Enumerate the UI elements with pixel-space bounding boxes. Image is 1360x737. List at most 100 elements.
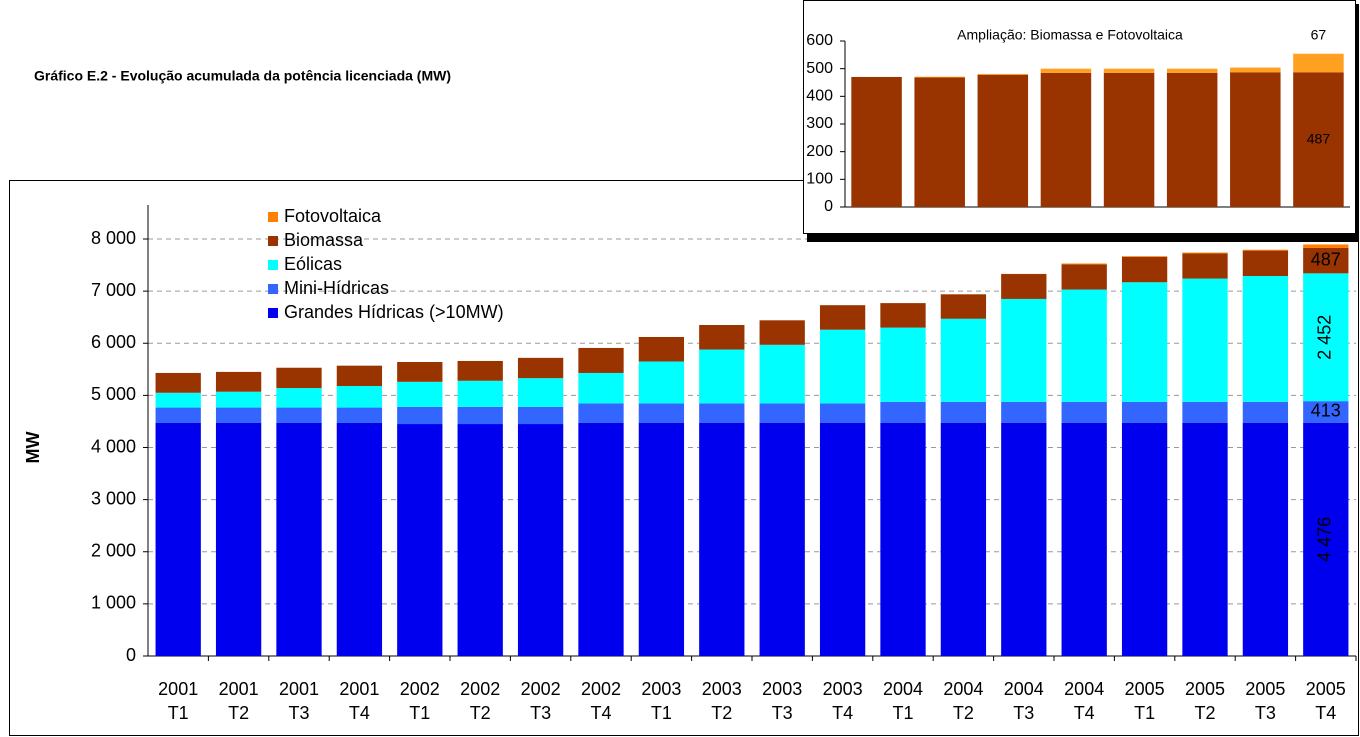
bar-segment [819, 403, 866, 423]
x-tick-label: 2004 T3 [1004, 679, 1044, 723]
chart-title: Gráfico E.2 - Evolução acumulada da potê… [34, 68, 451, 84]
bar-segment [1303, 247, 1349, 274]
bar-segment [1121, 422, 1168, 656]
legend-label: Biomassa [284, 230, 364, 250]
bar-segment [336, 365, 383, 386]
bar-segment [336, 407, 383, 423]
inset-chart: Ampliação: Biomassa e Fotovoltaica 0 100 20… [806, 27, 1350, 215]
bar-segment [1182, 401, 1228, 423]
inset-title: Ampliação: Biomassa e Fotovoltaica [957, 27, 1183, 43]
bar-segment [1001, 422, 1047, 656]
bar-segment [1061, 263, 1107, 265]
bar-segment [1242, 249, 1289, 251]
bar-segment [336, 385, 383, 408]
bar-segment [1182, 253, 1228, 279]
x-tick-label: 2001 T2 [219, 679, 259, 723]
bar-segment [1061, 401, 1107, 423]
x-tick-label: 2003 T3 [762, 679, 802, 723]
bar-segment [1061, 422, 1107, 656]
bar-segment [517, 424, 564, 656]
bar-segment [1121, 256, 1168, 283]
y-tick-label: 5 000 [91, 384, 136, 404]
legend-swatch [268, 212, 278, 222]
bar-segment [1121, 282, 1168, 402]
y-tick-label: 2 000 [91, 541, 136, 561]
bar-segment [699, 422, 745, 656]
bar-segment [397, 381, 443, 407]
bar-segment [215, 371, 262, 392]
bar-segment [578, 372, 624, 404]
bar-segment [699, 349, 745, 404]
bar-segment [1166, 68, 1218, 73]
bar-segment [1001, 298, 1047, 402]
value-label: 2 452 [1315, 315, 1335, 360]
bar-segment [880, 327, 926, 402]
bar-segment [1230, 72, 1281, 207]
bar-segment [940, 422, 987, 656]
bar-segment [1293, 72, 1344, 207]
x-tick-label: 2005 T1 [1125, 679, 1165, 723]
bar-segment [1001, 274, 1047, 299]
bar-segment [851, 76, 902, 207]
bar-segment [759, 403, 805, 423]
bar-segment [1293, 53, 1344, 73]
bar-segment [759, 344, 805, 404]
y-tick-label: 3 000 [91, 488, 136, 508]
y-tick-label: 200 [806, 143, 833, 160]
bar-segment [638, 403, 685, 423]
value-label: 67 [1311, 27, 1327, 43]
bar-segment [759, 320, 805, 345]
bar-segment [1121, 256, 1168, 257]
x-tick-label: 2001 T3 [279, 679, 319, 723]
bar-segment [977, 74, 1029, 208]
bar-segment [914, 77, 965, 208]
bar-segment [457, 424, 503, 656]
bar-segment [397, 424, 443, 656]
bar-segment [914, 76, 965, 78]
bar-segment [880, 303, 926, 328]
bar-segment [155, 422, 201, 656]
bar-segment [1303, 401, 1349, 423]
x-tick-label: 2001 T1 [158, 679, 198, 723]
bar-segment [819, 329, 866, 404]
y-tick-label: 6 000 [91, 332, 136, 352]
main-chart: 0 1 000 2 000 3 000 4 000 5 000 6 000 7 000 8 00… [23, 205, 1357, 723]
y-axis-label: MW [23, 431, 43, 463]
legend-swatch [268, 260, 278, 270]
bar-segment [699, 403, 745, 423]
bar-segment [1242, 250, 1289, 277]
bar-segment [940, 401, 987, 423]
bar-segment [457, 360, 503, 381]
legend-label: Mini-Hídricas [284, 278, 389, 298]
bar-segment [1182, 422, 1228, 656]
x-tick-label: 2005 T4 [1306, 679, 1346, 723]
bar-segment [1061, 264, 1107, 290]
x-tick-label: 2003 T1 [641, 679, 681, 723]
bar-segment [819, 422, 866, 656]
bar-segment [880, 422, 926, 656]
bar-segment [1303, 273, 1349, 402]
x-tick-label: 2004 T1 [883, 679, 923, 723]
y-tick-label: 0 [824, 198, 833, 215]
value-label: 4 476 [1315, 517, 1335, 562]
bar-segment [880, 401, 926, 423]
y-tick-label: 1 000 [91, 593, 136, 613]
bar-segment [1040, 68, 1092, 73]
bar-segment [1166, 72, 1218, 207]
y-tick-label: 500 [806, 60, 833, 77]
bar-segment [819, 305, 866, 330]
bar-segment [1040, 72, 1092, 207]
bar-segment [1303, 244, 1349, 248]
bar-segment [215, 407, 262, 423]
bar-segment [397, 406, 443, 425]
x-tick-label: 2001 T4 [339, 679, 379, 723]
bar-segment [1103, 72, 1155, 207]
bar-segment [517, 378, 564, 407]
x-tick-label: 2002 T2 [460, 679, 500, 723]
bar-segment [1182, 252, 1228, 254]
value-label: 487 [1307, 130, 1331, 146]
bar-segment [940, 318, 987, 402]
legend-label: Eólicas [284, 254, 342, 274]
x-tick-label: 2003 T2 [702, 679, 742, 723]
bar-segment [155, 392, 201, 408]
